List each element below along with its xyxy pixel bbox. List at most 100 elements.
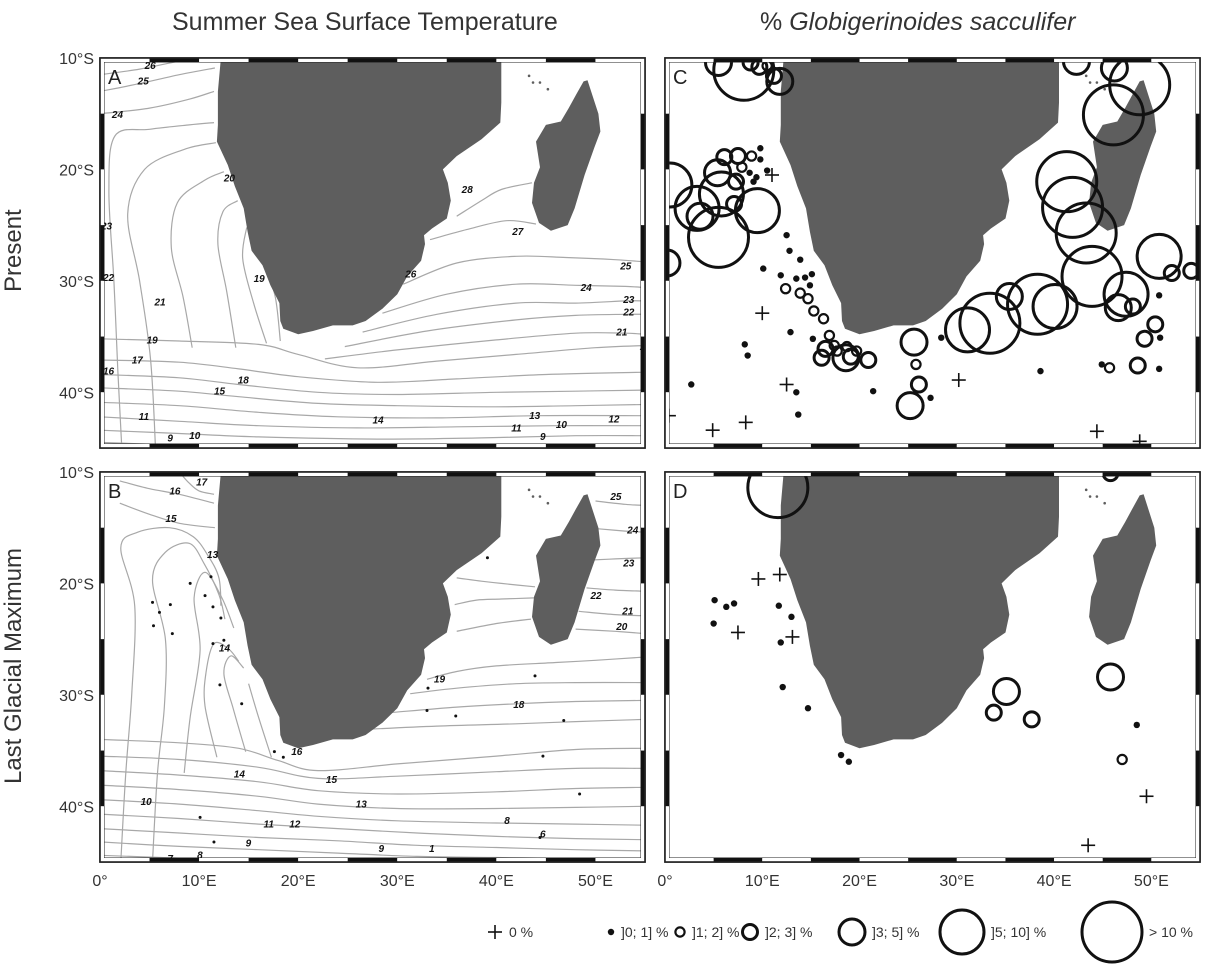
isotherm-line: [100, 90, 215, 115]
core-site-dot: [157, 610, 161, 614]
isotherm-line: [454, 597, 535, 606]
marker-class-5: [944, 306, 992, 354]
frame-tick-top: [1054, 58, 1103, 62]
legend-item-4: ]3; 5] %: [837, 917, 919, 947]
panel-letter-a: A: [108, 67, 122, 89]
frame-tick-right: [1196, 113, 1200, 170]
frame-tick-left: [665, 225, 669, 281]
isotherm-label: 11: [511, 423, 522, 434]
latitude-label: 20°S: [59, 576, 94, 593]
frame-tick-right: [641, 113, 645, 170]
marker-class-4: [1103, 293, 1133, 323]
marker-class-2: [745, 150, 758, 162]
isotherm-label: 9: [167, 433, 173, 444]
frame-tick-bottom: [1102, 444, 1152, 448]
core-site-dot: [425, 708, 429, 712]
marker-class-3: [727, 172, 746, 191]
isotherm-label: 22: [102, 273, 115, 284]
frame-tick-top: [595, 472, 645, 476]
right-column-title: % Globigerinoides sacculifer: [760, 8, 1075, 37]
panel-c-present-sacculifer: C: [664, 57, 1201, 449]
frame-tick-top: [298, 58, 348, 62]
marker-class-2: [817, 313, 830, 325]
isotherm-label: 1: [429, 844, 435, 855]
frame-tick-left: [100, 583, 104, 640]
isotherm-label: 26: [144, 61, 157, 72]
isotherm-label: 6: [540, 829, 546, 840]
marker-class-1: [744, 352, 751, 359]
latitude-label: 40°S: [59, 385, 94, 402]
marker-class-4: [895, 391, 925, 421]
frame-tick-top: [298, 472, 348, 476]
frame-tick-right: [641, 392, 645, 448]
frame-tick-bottom: [810, 444, 860, 448]
frame-tick-right: [1196, 336, 1200, 393]
isotherm-label: 23: [622, 295, 635, 306]
core-site-dot: [562, 718, 566, 722]
marker-class-6: [1060, 244, 1124, 308]
legend-item-6: > 10 %: [1080, 900, 1193, 964]
marker-class-1: [777, 639, 784, 646]
marker-class-1: [801, 274, 809, 281]
latitude-label: 40°S: [59, 799, 94, 816]
marker-class-4: [899, 327, 929, 357]
legend-label: ]3; 5] %: [872, 924, 919, 940]
frame-tick-top: [1102, 58, 1152, 62]
isotherm-line: [100, 770, 645, 795]
core-site-dot: [541, 754, 545, 758]
marker-class-1: [757, 145, 764, 152]
frame-tick-left: [100, 280, 104, 337]
isotherm-label: 26: [404, 270, 417, 281]
africa-landmass: [216, 58, 502, 335]
africa-landmass: [779, 58, 1059, 335]
isotherm-label: 27: [511, 227, 524, 238]
frame-tick-bottom: [1005, 444, 1055, 448]
frame-tick-bottom: [496, 858, 546, 862]
isotherm-line: [100, 429, 645, 440]
isotherm-line: [127, 142, 217, 448]
marker-class-1: [710, 620, 717, 627]
isotherm-label: 18: [238, 375, 250, 386]
frame-tick-top: [595, 58, 645, 62]
marker-zero: [751, 571, 766, 586]
marker-zero: [738, 415, 753, 430]
marker-class-1: [779, 683, 786, 691]
isotherm-line: [248, 683, 272, 758]
marker-class-2: [736, 161, 748, 173]
madagascar-landmass: [1089, 494, 1157, 645]
marker-class-3: [1135, 329, 1154, 348]
longitude-label: 50°E: [1134, 873, 1169, 890]
marker-zero: [951, 373, 966, 388]
frame-tick-bottom: [810, 858, 860, 862]
isotherm-label: 15: [214, 387, 226, 398]
marker-class-4: [1096, 662, 1126, 692]
panel-content: [665, 58, 1200, 448]
frame-tick-right: [641, 527, 645, 584]
core-site-dot: [209, 575, 213, 579]
core-site-dot: [272, 750, 276, 754]
frame-tick-top: [908, 58, 957, 62]
frame-tick-top: [248, 58, 299, 62]
marker-class-1: [750, 178, 757, 185]
marker-zero: [1089, 424, 1104, 439]
core-site-dot: [152, 624, 156, 628]
frame-tick-top: [956, 58, 1006, 62]
frame-tick-top: [397, 472, 447, 476]
isotherm-label: 15: [326, 775, 338, 786]
frame-tick-bottom: [908, 444, 957, 448]
frame-tick-bottom: [1151, 444, 1200, 448]
frame-tick-top: [347, 58, 398, 62]
isotherm-label: 9: [540, 432, 546, 443]
frame-tick-bottom: [595, 444, 645, 448]
frame-tick-bottom: [595, 858, 645, 862]
frame-tick-right: [1196, 583, 1200, 640]
frame-tick-right: [641, 58, 645, 114]
isotherm-label: 22: [622, 307, 635, 318]
left-column-title: Summer Sea Surface Temperature: [172, 8, 558, 36]
marker-class-3: [1123, 297, 1142, 316]
marker-class-3: [1128, 356, 1147, 375]
frame-tick-left: [100, 58, 104, 114]
longitude-label: 20°E: [842, 873, 877, 890]
marker-class-3: [984, 703, 1003, 722]
